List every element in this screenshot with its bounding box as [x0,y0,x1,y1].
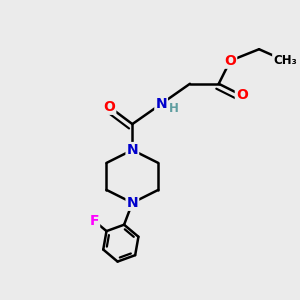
Text: N: N [127,143,138,157]
Text: F: F [90,214,99,228]
Text: N: N [155,97,167,111]
Text: N: N [127,196,138,210]
Text: H: H [169,102,179,115]
Text: O: O [236,88,248,102]
Text: CH₃: CH₃ [273,54,297,67]
Text: O: O [103,100,115,114]
Text: O: O [224,54,236,68]
